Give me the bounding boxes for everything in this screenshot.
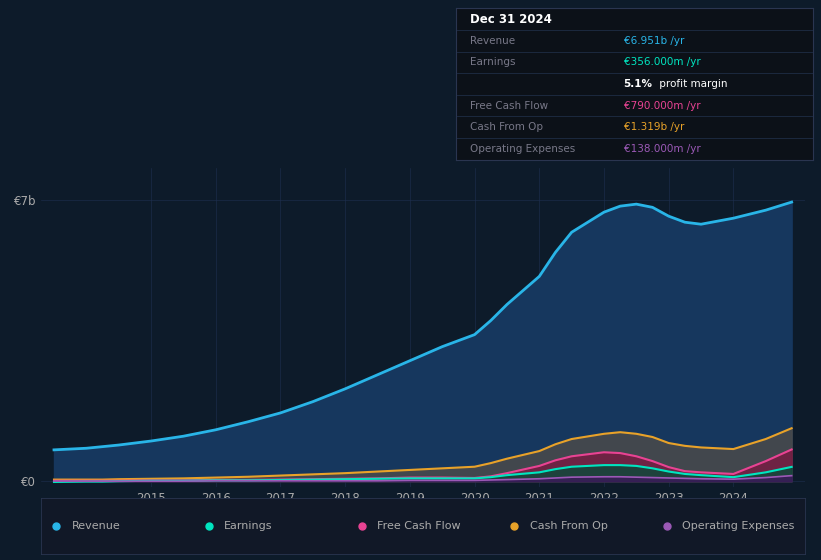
Text: €6.951b /yr: €6.951b /yr [623,36,684,46]
Text: Revenue: Revenue [470,36,515,46]
Text: Revenue: Revenue [71,521,121,531]
Text: Free Cash Flow: Free Cash Flow [470,101,548,111]
Text: Earnings: Earnings [224,521,273,531]
Text: 5.1%: 5.1% [623,79,653,89]
Text: €138.000m /yr: €138.000m /yr [623,144,700,154]
Text: Cash From Op: Cash From Op [530,521,608,531]
Text: Operating Expenses: Operating Expenses [682,521,795,531]
Text: Operating Expenses: Operating Expenses [470,144,576,154]
Text: profit margin: profit margin [656,79,727,89]
Text: Earnings: Earnings [470,58,516,67]
Text: Cash From Op: Cash From Op [470,122,543,132]
Text: €790.000m /yr: €790.000m /yr [623,101,700,111]
Text: Dec 31 2024: Dec 31 2024 [470,13,552,26]
Text: €356.000m /yr: €356.000m /yr [623,58,700,67]
Text: €1.319b /yr: €1.319b /yr [623,122,684,132]
Text: Free Cash Flow: Free Cash Flow [377,521,461,531]
